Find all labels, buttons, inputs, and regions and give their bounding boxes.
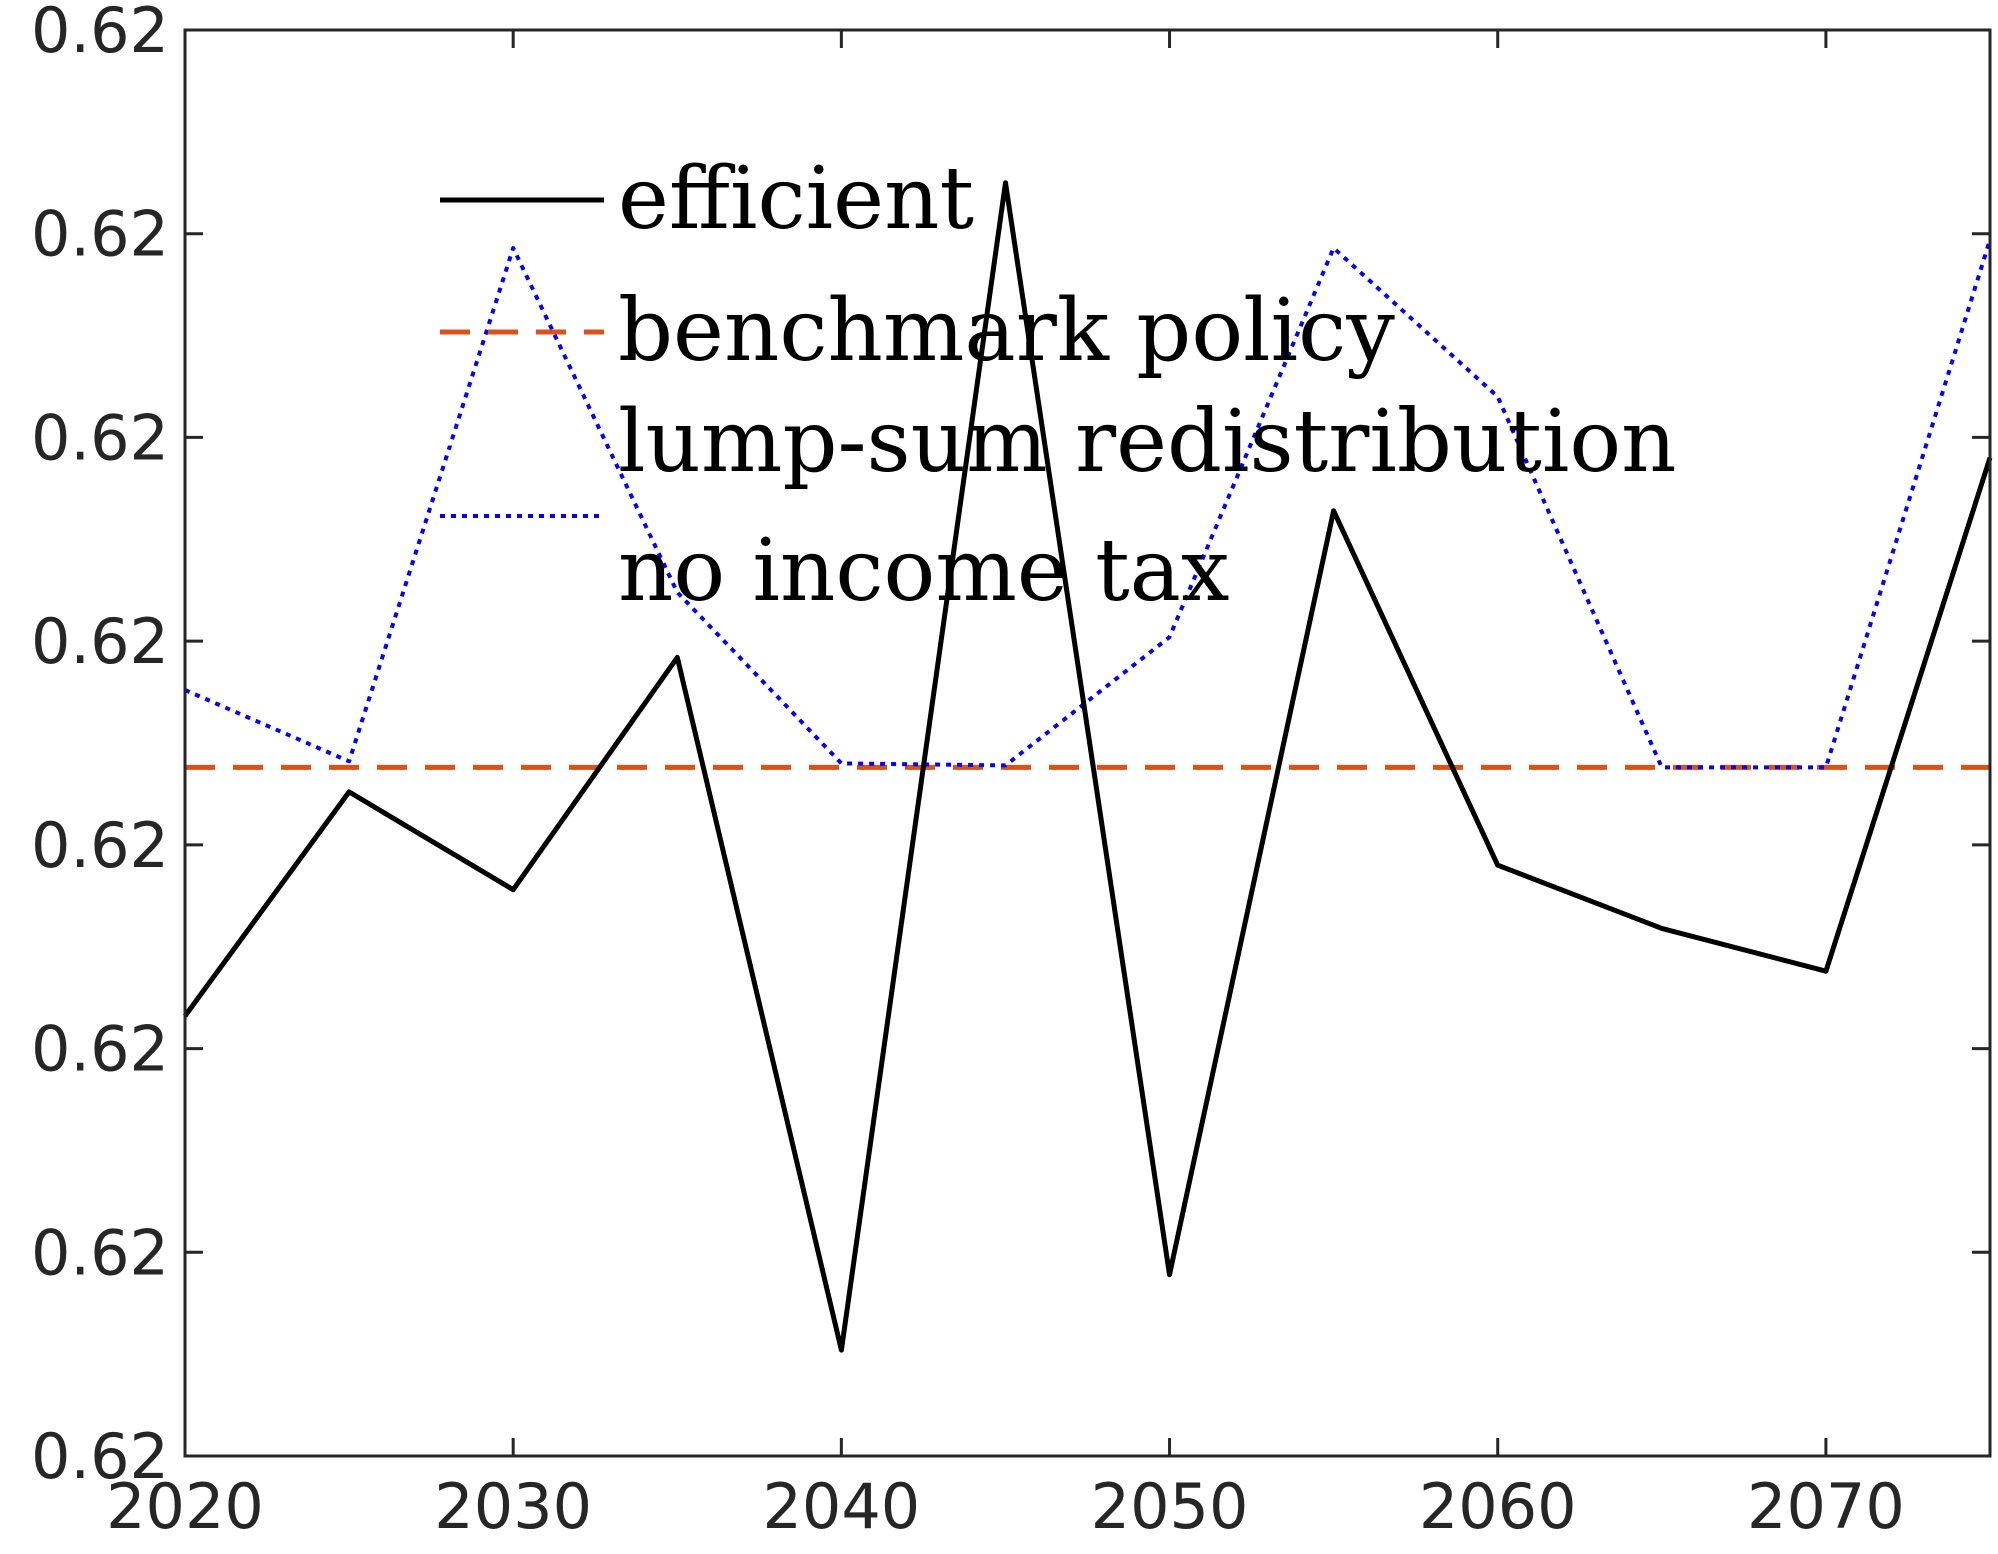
y-tick-label: 0.62 [31, 1216, 169, 1289]
y-tick-label: 0.62 [31, 809, 169, 882]
y-tick-label: 0.62 [31, 401, 169, 474]
y-tick-label: 0.62 [31, 0, 169, 67]
x-tick-marks [183, 30, 1828, 1456]
y-tick-label: 0.62 [31, 198, 169, 271]
y-tick-labels: 0.62 0.62 0.62 0.62 0.62 0.62 0.62 0.62 [31, 0, 169, 1493]
legend-label-efficient: efficient [618, 149, 974, 249]
y-tick-marks [185, 28, 1990, 1458]
x-tick-label: 2070 [1747, 1470, 1905, 1543]
series-line-no-income-tax [184, 239, 1992, 770]
x-tick-label: 2050 [1091, 1470, 1249, 1543]
legend-label-benchmark-policy: benchmark policy [618, 281, 1395, 381]
legend: efficient benchmark policy lump-sum redist… [440, 149, 1677, 621]
axes-box [183, 28, 1992, 1458]
x-tick-label: 2020 [106, 1470, 264, 1543]
x-tick-label: 2060 [1419, 1470, 1577, 1543]
series-layer [182, 180, 1993, 1353]
x-tick-label: 2040 [762, 1470, 920, 1543]
legend-label-lump-sum-redistribution: lump-sum redistribution [618, 392, 1677, 492]
y-tick-label: 0.62 [31, 1013, 169, 1086]
series-line-efficient [182, 180, 1993, 1353]
y-tick-label: 0.62 [31, 1420, 169, 1493]
x-tick-labels: 2020 2030 2040 2050 2060 2070 [106, 1470, 1905, 1543]
x-tick-label: 2030 [434, 1470, 592, 1543]
legend-label-no-income-tax: no income tax [618, 521, 1229, 621]
y-tick-label: 0.62 [31, 605, 169, 678]
